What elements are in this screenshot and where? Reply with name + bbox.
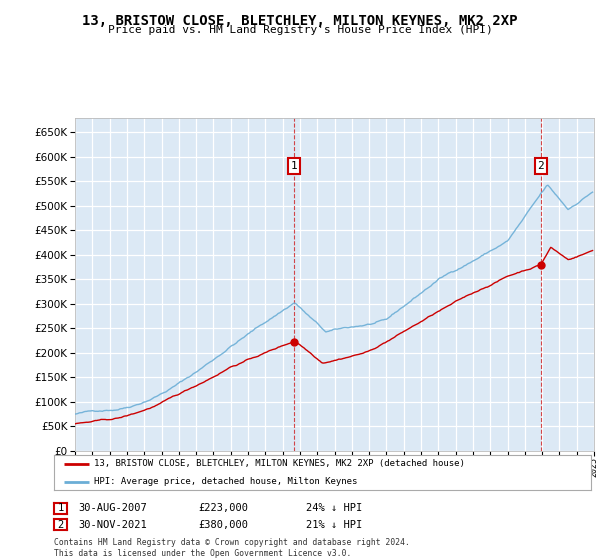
Text: 21% ↓ HPI: 21% ↓ HPI bbox=[306, 520, 362, 530]
Text: 1: 1 bbox=[58, 503, 64, 514]
Text: HPI: Average price, detached house, Milton Keynes: HPI: Average price, detached house, Milt… bbox=[94, 477, 358, 486]
Text: £223,000: £223,000 bbox=[198, 503, 248, 514]
Text: £380,000: £380,000 bbox=[198, 520, 248, 530]
Text: 24% ↓ HPI: 24% ↓ HPI bbox=[306, 503, 362, 514]
Text: 13, BRISTOW CLOSE, BLETCHLEY, MILTON KEYNES, MK2 2XP: 13, BRISTOW CLOSE, BLETCHLEY, MILTON KEY… bbox=[82, 14, 518, 28]
Text: 1: 1 bbox=[291, 161, 298, 171]
Text: 2: 2 bbox=[538, 161, 544, 171]
Text: Contains HM Land Registry data © Crown copyright and database right 2024.
This d: Contains HM Land Registry data © Crown c… bbox=[54, 538, 410, 558]
Text: 30-AUG-2007: 30-AUG-2007 bbox=[78, 503, 147, 514]
Text: 30-NOV-2021: 30-NOV-2021 bbox=[78, 520, 147, 530]
Text: Price paid vs. HM Land Registry's House Price Index (HPI): Price paid vs. HM Land Registry's House … bbox=[107, 25, 493, 35]
Text: 2: 2 bbox=[58, 520, 64, 530]
Text: 13, BRISTOW CLOSE, BLETCHLEY, MILTON KEYNES, MK2 2XP (detached house): 13, BRISTOW CLOSE, BLETCHLEY, MILTON KEY… bbox=[94, 459, 465, 468]
